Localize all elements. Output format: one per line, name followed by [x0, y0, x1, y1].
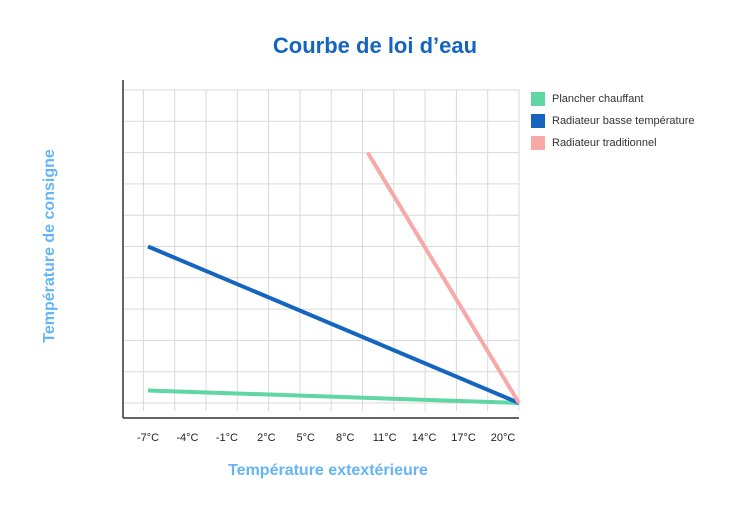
x-tick-label: 8°C	[336, 432, 355, 444]
series-line	[147, 388, 520, 405]
x-tick-label: 14°C	[412, 432, 437, 444]
x-tick-label: 17°C	[451, 432, 476, 444]
series-line	[147, 244, 520, 405]
legend-swatch	[531, 136, 545, 150]
x-axis-label: Température extextérieure	[228, 462, 428, 479]
legend-swatch	[531, 92, 545, 106]
x-tick-label: -4°C	[176, 432, 198, 444]
x-tick-label: -7°C	[137, 432, 159, 444]
x-tick-label: -1°C	[216, 432, 238, 444]
x-tick-label: 11°C	[373, 432, 397, 444]
legend-label: Radiateur traditionnel	[552, 137, 657, 149]
x-tick-label: 2°C	[257, 432, 276, 444]
chart-title: Courbe de loi d’eau	[273, 33, 477, 58]
legend-label: Radiateur basse température	[552, 115, 694, 127]
legend-label: Plancher chauffant	[552, 93, 644, 105]
x-tick-label: 5°C	[297, 432, 316, 444]
series-line	[365, 151, 521, 405]
x-tick-label: 20°C	[491, 432, 516, 444]
legend-swatch	[531, 114, 545, 128]
y-axis-label: Température de consigne	[41, 149, 58, 343]
